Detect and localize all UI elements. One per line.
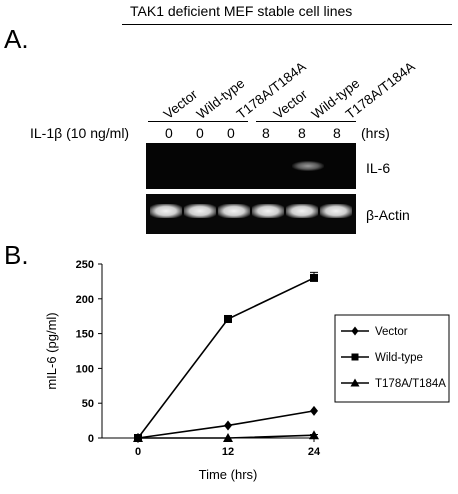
chart-series [133, 271, 319, 443]
x-axis-label: Time (hrs) [199, 467, 258, 482]
series-line-t178a-t184a [138, 434, 315, 439]
time-0-lane-2: 0 [196, 125, 204, 141]
series-line-vector [137, 410, 315, 439]
x-tick-label: 12 [222, 446, 234, 458]
actin-band-lane-6 [320, 204, 352, 218]
treatment-group-rule-0h [148, 121, 248, 122]
header-rule [122, 24, 452, 25]
time-8-lane-6: 8 [333, 125, 341, 141]
beta-actin-blot [146, 194, 356, 234]
actin-band-lane-2 [184, 204, 216, 218]
chart-legend: Vector Wild-type T178A/T184A [334, 314, 450, 403]
y-tick-label: 200 [76, 294, 94, 306]
legend-entry-label: T178A/T184A [375, 378, 446, 390]
chart-axes: 0 50 100 150 200 250 0 12 24 Time (hrs) mIL-6 (pg/… [44, 259, 321, 482]
treatment-group-rule-8h [256, 121, 356, 122]
x-tick-label: 24 [308, 446, 321, 458]
y-tick-label: 0 [88, 433, 94, 445]
y-tick-label: 250 [76, 259, 94, 271]
x-tick-label: 0 [135, 446, 141, 458]
data-point-square [310, 273, 318, 282]
data-point-triangle [309, 430, 319, 440]
legend-entry-label: Wild-type [375, 352, 423, 364]
time-8-lane-5: 8 [298, 125, 306, 141]
actin-band-lane-3 [218, 204, 250, 218]
y-axis-label: mIL-6 (pg/ml) [44, 312, 59, 389]
actin-band-lane-5 [286, 204, 318, 218]
il6-band-wild-type-8h [292, 161, 324, 171]
y-tick-label: 50 [82, 398, 94, 410]
panel-a-letter: A. [4, 24, 29, 54]
lane-label-1: Vector [160, 86, 201, 122]
il6-blot [146, 143, 356, 189]
data-point-diamond [224, 420, 232, 431]
legend-entry-label: Vector [375, 326, 408, 338]
y-tick-label: 150 [76, 329, 94, 341]
panel-b-letter: B. [4, 240, 29, 270]
y-tick-label: 100 [76, 363, 94, 375]
treatment-label: IL-1β (10 ng/ml) [30, 125, 130, 141]
data-point-square [134, 434, 142, 442]
beta-actin-blot-label: β-Actin [366, 207, 410, 223]
cell-line-header: TAK1 deficient MEF stable cell lines [130, 3, 353, 19]
legend-marker-triangle [350, 378, 360, 387]
il6-blot-label: IL-6 [366, 160, 391, 176]
legend-marker-diamond [351, 326, 359, 336]
series-line-wild-type [137, 277, 315, 439]
data-point-triangle [223, 433, 233, 442]
actin-band-lane-1 [150, 204, 182, 218]
legend-marker-square [351, 353, 359, 361]
legend-box [334, 314, 450, 403]
data-point-triangle [133, 433, 143, 442]
time-unit: (hrs) [361, 125, 390, 141]
data-point-diamond [134, 433, 142, 443]
data-point-square [224, 314, 232, 323]
actin-band-lane-4 [252, 204, 284, 218]
time-0-lane-3: 0 [227, 125, 235, 141]
data-point-diamond [310, 405, 318, 416]
time-8-lane-4: 8 [262, 125, 270, 141]
time-0-lane-1: 0 [165, 125, 173, 141]
